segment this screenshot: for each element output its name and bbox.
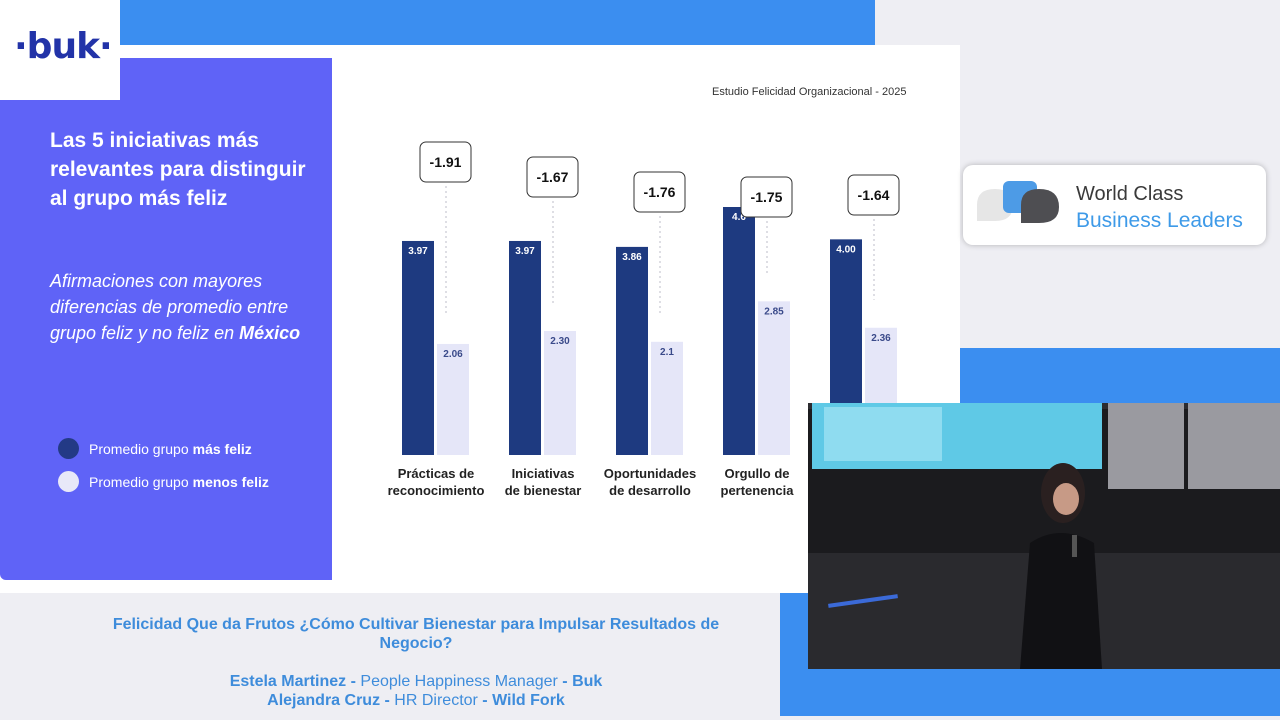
bar-happy [616,247,648,455]
difference-value: -1.75 [751,189,783,205]
speaker-name: Alejandra Cruz [267,692,380,709]
bar-less-happy [437,344,469,455]
speaker-role: HR Director [394,692,478,709]
bar-label-happy: 3.97 [515,246,535,257]
speaker-person [1008,443,1108,669]
difference-value: -1.64 [858,187,890,203]
bar-less-happy [651,342,683,455]
category-label-line-1: Prácticas de [398,466,475,481]
category-label-line-2: reconocimiento [388,483,485,498]
world-class-business-leaders-logo: World Class Business Leaders [963,165,1266,245]
bar-happy [723,207,755,455]
difference-value: -1.91 [430,154,462,170]
bar-happy [509,241,541,455]
bar-label-happy: 4.00 [836,244,856,255]
bar-less-happy [758,301,790,455]
speaker-name: Estela Martinez [230,673,346,690]
speaker-line-1: Estela Martinez - People Happiness Manag… [78,672,754,691]
bar-less-happy [544,331,576,455]
bar-label-less-happy: 2.36 [871,333,891,344]
category-label-line-1: Oportunidades [604,466,696,481]
bar-label-less-happy: 2.85 [764,306,784,317]
bar-label-less-happy: 2.30 [550,336,570,347]
bar-happy [402,241,434,455]
bar-label-less-happy: 2.06 [443,349,463,360]
category-label-line-2: pertenencia [721,483,795,498]
speaker-line-2: Alejandra Cruz - HR Director - Wild Fork [78,691,754,710]
bar-label-happy: 3.97 [408,246,428,257]
bar-label-less-happy: 2.1 [660,347,674,358]
brand-line-2: Business Leaders [1076,209,1243,233]
category-label-line-2: de desarrollo [609,483,691,498]
talk-title: Felicidad Que da Frutos ¿Cómo Cultivar B… [78,615,754,653]
category-label-line-1: Iniciativas [512,466,575,481]
speaker-role: People Happiness Manager [360,673,557,690]
category-label-line-2: de bienestar [505,483,582,498]
speaker-company: Wild Fork [492,692,565,709]
speech-bubbles-icon [963,165,1073,245]
speaker-video [808,403,1280,669]
bar-label-happy: 3.86 [622,252,642,263]
speaker-company: Buk [572,673,602,690]
brand-line-1: World Class [1076,183,1183,206]
difference-value: -1.76 [644,184,676,200]
difference-value: -1.67 [537,169,569,185]
category-label-line-1: Orgullo de [725,466,790,481]
